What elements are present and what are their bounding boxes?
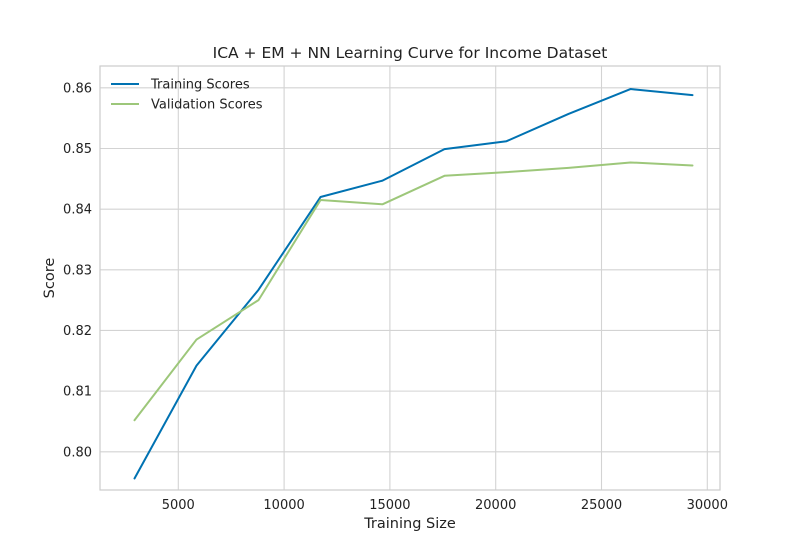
y-tick-label: 0.86 — [63, 81, 92, 96]
x-tick-label: 5000 — [162, 498, 195, 513]
y-tick-label: 0.80 — [63, 445, 92, 460]
y-tick-label: 0.85 — [63, 142, 92, 157]
x-tick-label: 30000 — [687, 498, 728, 513]
x-tick-label: 25000 — [581, 498, 622, 513]
validation-scores-legend-label: Validation Scores — [151, 98, 263, 113]
series-layer — [133, 88, 694, 480]
y-axis-label: Score — [42, 258, 58, 299]
grid — [100, 66, 720, 490]
x-tick-labels: 5000 10000 15000 20000 25000 30000 — [162, 498, 728, 513]
plot-frame — [99, 65, 721, 491]
training-scores-legend-label: Training Scores — [150, 78, 250, 93]
y-tick-label: 0.84 — [63, 203, 92, 218]
y-tick-labels: 0.80 0.81 0.82 0.83 0.84 0.85 0.86 — [63, 81, 92, 460]
validation-scores-line — [133, 161, 694, 422]
legend: Training Scores Validation Scores — [111, 78, 263, 113]
chart-title: ICA + EM + NN Learning Curve for Income … — [213, 44, 608, 62]
y-tick-label: 0.82 — [63, 324, 92, 339]
x-tick-label: 20000 — [475, 498, 516, 513]
y-tick-label: 0.81 — [63, 385, 92, 400]
x-tick-label: 15000 — [369, 498, 410, 513]
x-axis-label: Training Size — [363, 516, 456, 532]
x-tick-label: 10000 — [263, 498, 304, 513]
training-scores-line — [133, 88, 694, 480]
y-tick-label: 0.83 — [63, 263, 92, 278]
